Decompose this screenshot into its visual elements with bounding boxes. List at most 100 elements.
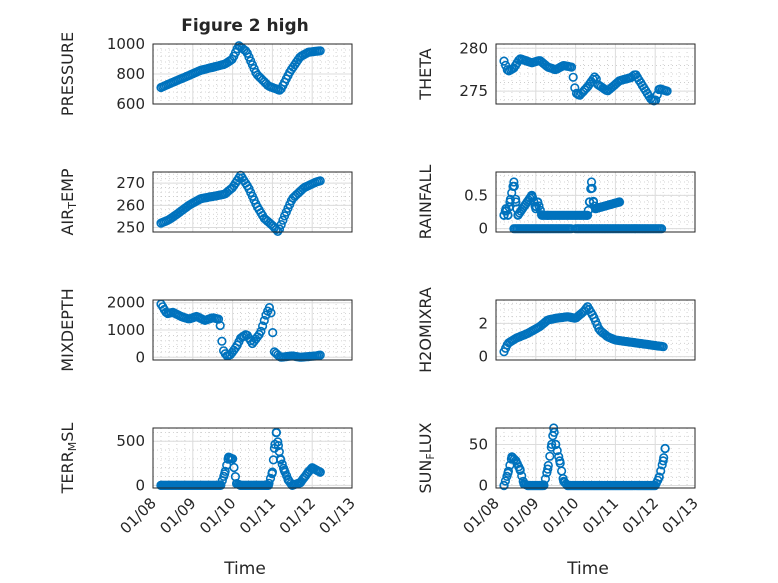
data-point <box>266 308 276 318</box>
x-tick-label: 01/09 <box>156 494 199 537</box>
x-tick-label: 01/08 <box>460 494 503 537</box>
y-tick-label: 275 <box>459 82 488 100</box>
data-point <box>215 320 225 331</box>
y-tick-label: 2 <box>478 314 488 332</box>
data-point <box>543 460 553 471</box>
y-tick-label: 0.5 <box>464 186 488 204</box>
data-point <box>264 303 275 313</box>
data-point <box>658 456 668 466</box>
axes-frame <box>152 299 353 361</box>
data-point <box>543 210 553 220</box>
data-point <box>533 197 543 207</box>
x-tick-label: 01/12 <box>619 494 662 537</box>
data-point <box>315 176 325 186</box>
data-point <box>539 480 549 491</box>
data-point <box>229 462 239 473</box>
y-axis-label: SUNFLUX <box>416 422 437 493</box>
y-tick-label: 0 <box>478 220 488 238</box>
data-point <box>614 197 625 207</box>
data-point <box>256 326 266 337</box>
data-point <box>213 314 224 324</box>
y-tick-label: 0 <box>478 348 488 366</box>
data-point <box>259 315 269 326</box>
axes-frame <box>495 171 696 233</box>
data-point <box>545 451 555 461</box>
x-tick-label: 01/12 <box>276 494 319 537</box>
subplot-airtemp: 250 260 270 AIRTEMP <box>58 168 353 237</box>
data-point <box>228 454 238 464</box>
data-point <box>258 321 268 331</box>
data-point <box>239 331 249 341</box>
data-point <box>271 427 282 438</box>
y-tick-label: 2000 <box>107 294 145 312</box>
data-point <box>566 62 577 72</box>
data-point <box>217 336 227 346</box>
x-tick-label: 01/11 <box>236 494 279 537</box>
x-tick-label: 01/13 <box>659 494 702 537</box>
data-point <box>547 439 557 450</box>
data-point <box>216 480 226 491</box>
data-point <box>276 220 286 230</box>
y-axis-label: MIXDEPTH <box>58 288 77 371</box>
data-point <box>279 465 289 476</box>
data-point <box>500 476 511 486</box>
data-series <box>156 41 325 95</box>
subplot-pressure: 600 800 1000 PRESSURE <box>58 32 353 116</box>
axes-frame <box>152 171 353 233</box>
subplot-terrmsl: 0 500 TERRMSL 01/0801/0901/1001/1101/1201/1… <box>58 423 359 538</box>
data-point <box>295 478 305 488</box>
data-point <box>315 467 325 477</box>
data-series <box>499 423 670 491</box>
data-point <box>523 480 533 491</box>
data-point <box>503 210 513 220</box>
data-point <box>271 224 281 235</box>
data-point <box>590 204 601 214</box>
axes-frame <box>495 427 696 489</box>
data-point <box>562 480 573 491</box>
subplot-theta: 275 280 THETA <box>416 39 696 106</box>
data-point <box>551 439 561 450</box>
plot-area <box>153 428 352 488</box>
data-point <box>513 210 523 220</box>
data-point <box>568 72 578 82</box>
y-tick-label: 270 <box>116 174 145 192</box>
data-series <box>156 170 325 236</box>
data-point <box>662 86 672 96</box>
y-tick-label: 0 <box>135 348 145 366</box>
figure-title: Figure 2 high <box>181 16 309 36</box>
data-point <box>515 464 525 474</box>
x-tick-label: 01/08 <box>117 494 160 537</box>
data-point <box>156 480 166 491</box>
data-series <box>499 302 668 357</box>
x-tick-label: 01/11 <box>579 494 622 537</box>
data-point <box>656 466 666 476</box>
data-point <box>511 456 521 466</box>
y-axis-label: AIRTEMP <box>58 168 79 235</box>
data-point <box>660 443 670 454</box>
y-tick-label: 0 <box>135 476 145 494</box>
subplot-rainfall: 0 0.5 RAINFALL <box>416 165 696 239</box>
data-point <box>555 456 565 466</box>
data-point <box>586 177 597 187</box>
data-point <box>315 46 325 56</box>
data-point <box>537 210 547 220</box>
y-tick-label: 600 <box>116 95 145 113</box>
x-tick-label: 01/10 <box>539 494 582 537</box>
subplot-mixdepth: 0 1000 2000 MIXDEPTH <box>58 288 353 372</box>
data-point <box>273 441 284 451</box>
y-tick-label: 1000 <box>107 35 145 53</box>
data-point <box>278 215 288 225</box>
data-point <box>236 480 246 491</box>
data-point <box>275 454 286 464</box>
data-point <box>552 446 562 456</box>
data-point <box>267 467 278 477</box>
data-series <box>156 427 325 491</box>
y-axis-label: H2OMIXRA <box>416 287 435 373</box>
data-point <box>543 464 553 474</box>
data-point <box>499 56 509 66</box>
data-point <box>274 224 285 234</box>
data-point <box>650 480 660 491</box>
data-point <box>268 328 278 338</box>
